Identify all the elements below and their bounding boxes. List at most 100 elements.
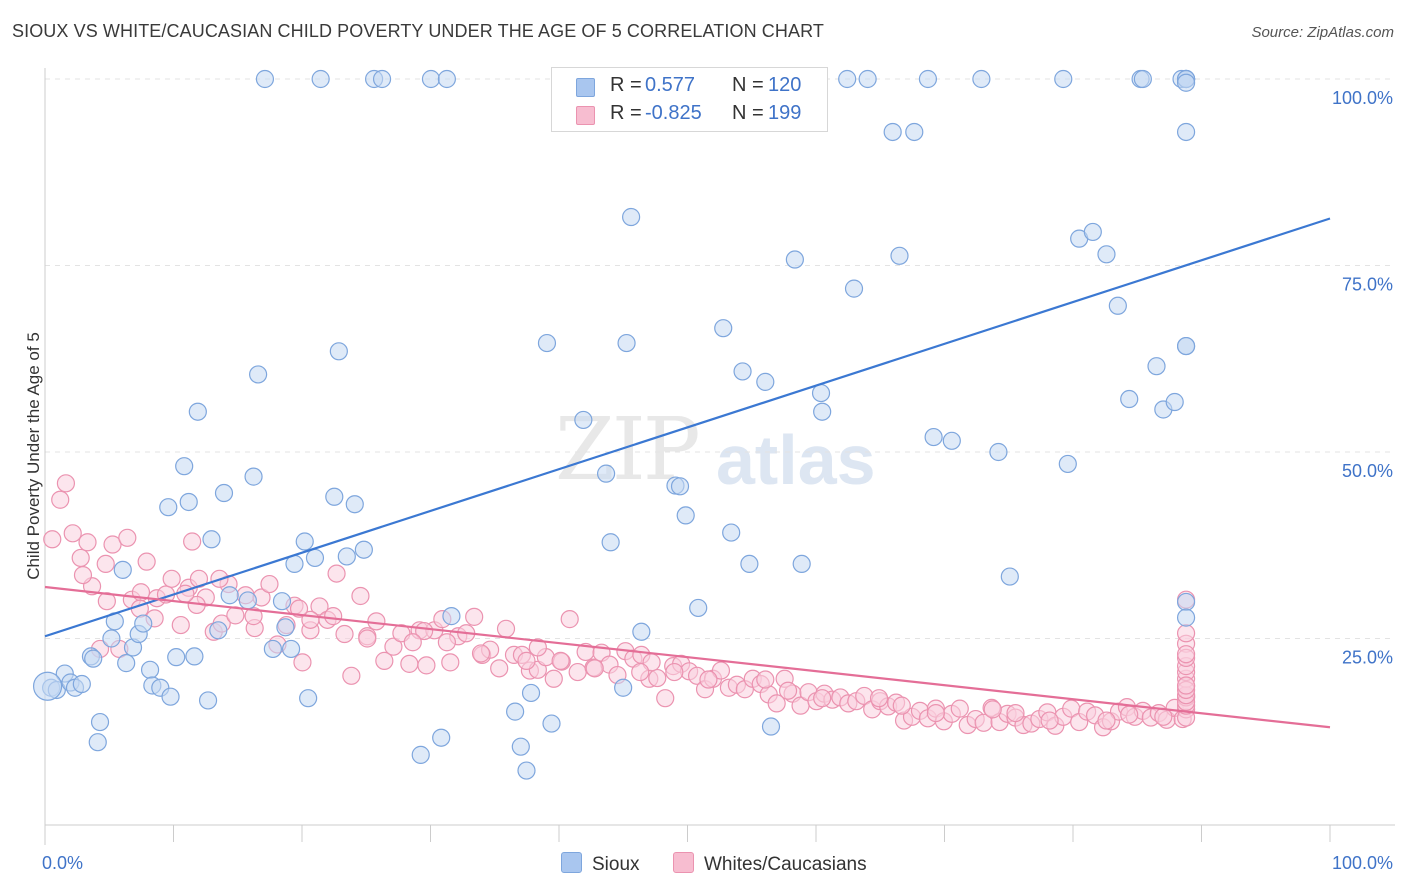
whites-point [1006, 703, 1025, 723]
sioux-point [249, 365, 268, 384]
whites-swatch [576, 106, 595, 125]
sioux-trend-line [44, 217, 1331, 638]
r-label: R = [610, 102, 642, 124]
sioux-point [1176, 592, 1196, 612]
sioux-point [214, 483, 234, 503]
whites-point [171, 615, 190, 635]
whites-point [342, 666, 361, 685]
whites-point [96, 554, 115, 574]
sioux-point [918, 69, 938, 89]
whites-point [1120, 705, 1139, 724]
correlation-legend: R = 0.577 N = 120 R = -0.825 N = 199 [551, 67, 828, 132]
whites-point [43, 530, 62, 549]
whites-point [950, 699, 969, 718]
sioux-point [596, 464, 616, 483]
whites-point [417, 656, 436, 675]
whites-point [560, 610, 579, 629]
sioux-point [689, 598, 708, 618]
sioux-point [617, 333, 636, 353]
sioux-legend-label: Sioux [592, 854, 640, 875]
sioux-point [972, 69, 991, 89]
sioux-point [276, 618, 295, 637]
sioux-point [1108, 296, 1127, 315]
sioux-point [305, 548, 325, 568]
sioux-point [1120, 389, 1139, 409]
whites-point [813, 689, 832, 708]
sioux-point [167, 648, 186, 667]
whites-point [656, 689, 675, 708]
sioux-point [537, 333, 557, 353]
sioux-point [733, 362, 752, 381]
whites-point [137, 552, 156, 571]
sioux-point [632, 622, 651, 641]
y-tick-label: 75.0% [1342, 275, 1393, 295]
whites-point [293, 653, 312, 672]
whites-point [71, 548, 90, 568]
sioux-point [437, 69, 456, 89]
sioux-point [188, 402, 207, 421]
sioux-point [411, 745, 430, 764]
whites-point [1176, 676, 1196, 695]
whites-point [551, 651, 570, 670]
x-tick-label: 0.0% [42, 853, 83, 873]
whites-legend-swatch [673, 852, 694, 873]
sioux-point [238, 591, 257, 610]
r-value: -0.825 [645, 102, 702, 124]
sioux-point [1054, 69, 1073, 89]
sioux-point [844, 279, 864, 298]
whites-point [648, 668, 667, 688]
whites-point [118, 528, 137, 547]
r-value: 0.577 [645, 74, 696, 96]
whites-point [983, 700, 1002, 719]
sioux-point [161, 687, 180, 706]
whites-point [869, 689, 889, 708]
sioux-point [202, 530, 221, 549]
whites-point [496, 619, 516, 638]
sioux-point [1176, 73, 1196, 92]
whites-point [528, 638, 547, 657]
whites-point [517, 651, 536, 670]
n-label: N = [732, 74, 764, 96]
sioux-point [1083, 222, 1102, 242]
sioux-point [442, 607, 461, 626]
sioux-point [858, 69, 877, 89]
whites-point [289, 599, 309, 618]
sioux-point [1147, 357, 1166, 376]
y-tick-label: 25.0% [1342, 648, 1393, 668]
sioux-point [179, 492, 198, 512]
whites-point [437, 633, 456, 652]
sioux-point [244, 467, 263, 486]
sioux-point [84, 649, 103, 668]
whites-point [778, 681, 798, 700]
whites-point [585, 659, 604, 678]
whites-point [162, 569, 181, 588]
x-tick-label: 100.0% [1332, 853, 1393, 873]
sioux-point [220, 586, 239, 605]
sioux-point [517, 761, 536, 780]
whites-point [441, 653, 460, 672]
sioux-point [134, 614, 153, 633]
whites-point [244, 607, 263, 626]
whites-point [183, 532, 202, 551]
n-value: 199 [768, 102, 802, 124]
sioux-point [1165, 392, 1184, 412]
sioux-point [263, 639, 282, 659]
whites-point [1040, 711, 1059, 730]
sioux-point [337, 547, 356, 566]
whites-point [568, 662, 587, 682]
sioux-point [32, 671, 63, 701]
whites-point [103, 535, 122, 554]
sioux-point [601, 533, 620, 552]
whites-point [926, 703, 945, 723]
sioux-point [792, 554, 811, 574]
sioux-point [1000, 567, 1019, 586]
sioux-point [676, 506, 695, 525]
sioux-point [521, 683, 541, 703]
whites-point [327, 564, 346, 583]
sioux-point [1097, 245, 1116, 264]
whites-point [465, 607, 484, 626]
sioux-point [714, 319, 733, 338]
sioux-point [117, 654, 136, 673]
sioux-point [838, 69, 857, 89]
